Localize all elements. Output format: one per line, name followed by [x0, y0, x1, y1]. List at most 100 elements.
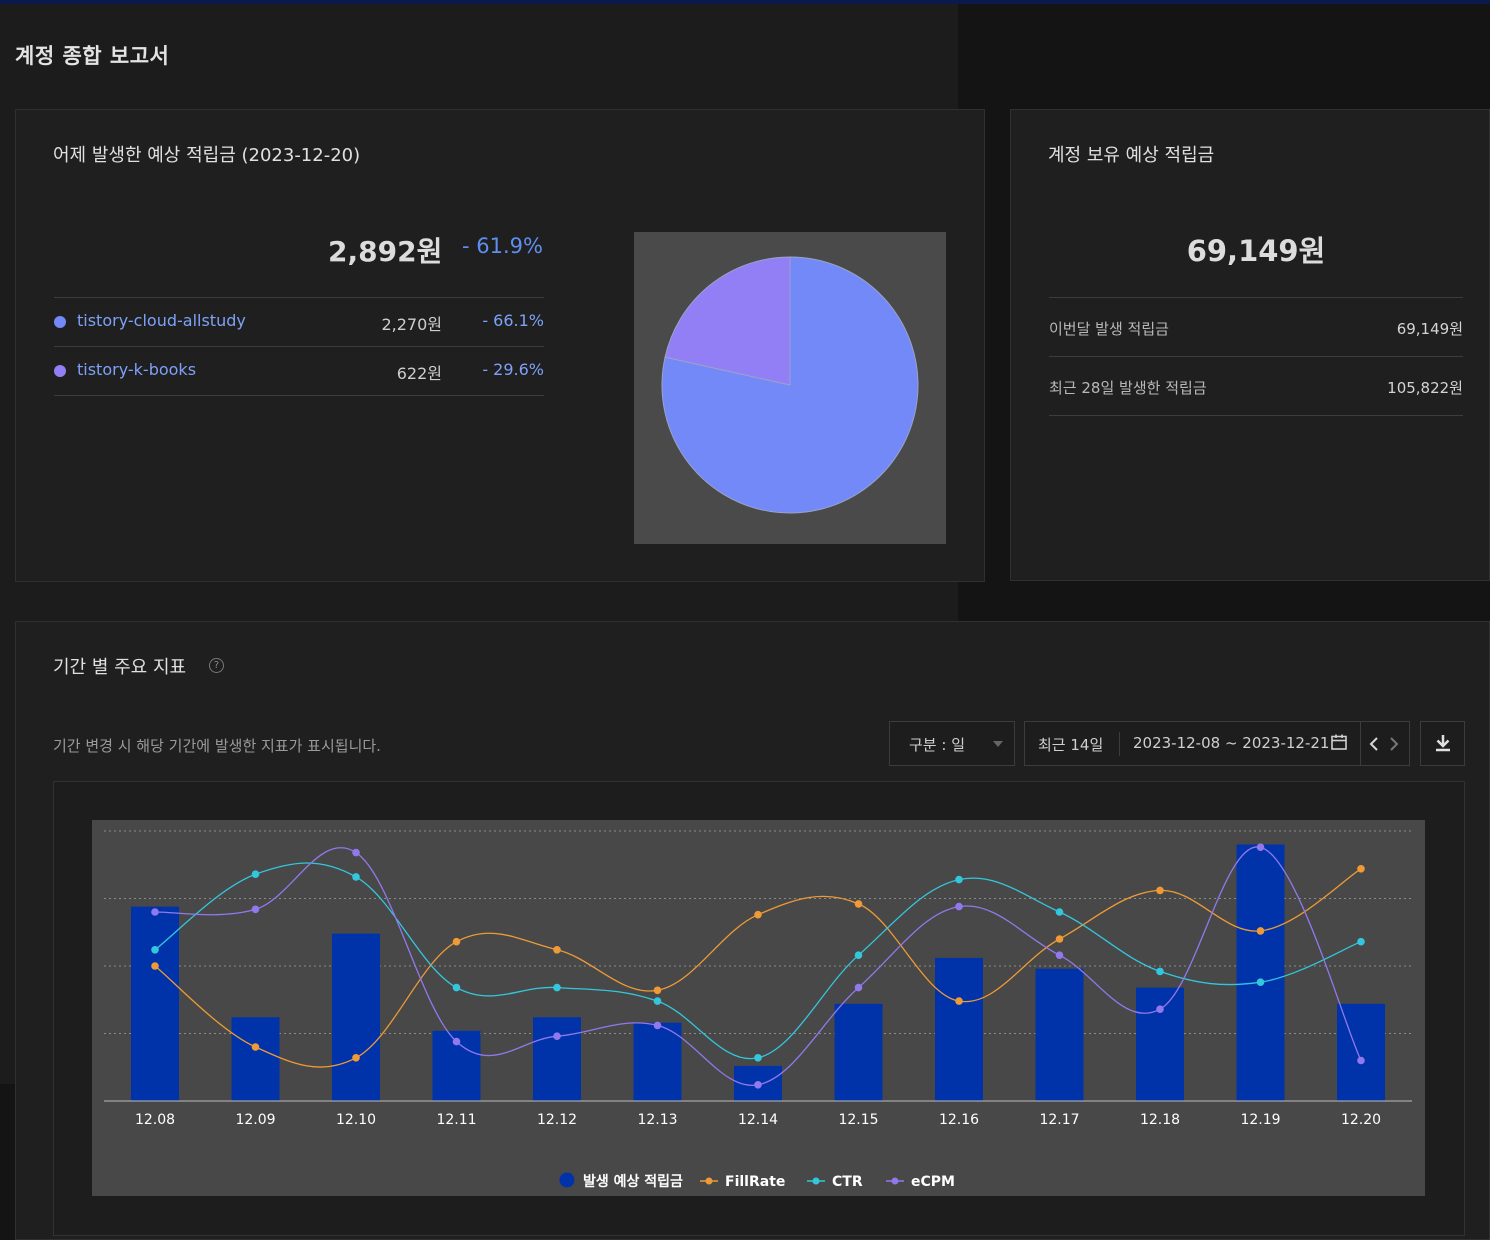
- legend-swatch: [559, 1172, 575, 1188]
- point-fillrate[interactable]: [754, 910, 762, 919]
- point-ecpm[interactable]: [553, 1032, 561, 1040]
- point-fillrate[interactable]: [352, 1054, 360, 1062]
- point-ctr[interactable]: [553, 983, 561, 992]
- x-tick-label: 12.10: [336, 1112, 376, 1128]
- yesterday-change: - 61.9%: [462, 234, 543, 258]
- bar-earnings[interactable]: [1337, 1003, 1385, 1101]
- bar-earnings[interactable]: [1035, 968, 1084, 1101]
- point-fillrate[interactable]: [251, 1043, 260, 1051]
- metrics-chart: 12.08 12.09 12.10 12.11 12.12 12.13 12.14 12.15…: [92, 820, 1425, 1196]
- balance-row-value: 105,822원: [1387, 379, 1463, 397]
- chevron-left-icon[interactable]: [1367, 736, 1381, 756]
- unit-select[interactable]: 구분 : 일: [889, 721, 1015, 766]
- x-tick-label: 12.18: [1140, 1112, 1180, 1128]
- x-tick-label: 12.20: [1341, 1112, 1381, 1128]
- point-ecpm[interactable]: [754, 1081, 762, 1089]
- legend-swatch: [812, 1177, 820, 1185]
- metrics-chart-svg: 12.08 12.09 12.10 12.11 12.12 12.13 12.14 12.15…: [104, 830, 1412, 1190]
- x-tick-label: 12.08: [135, 1112, 175, 1128]
- unit-select-value: 구분 : 일: [909, 736, 965, 754]
- date-range-text[interactable]: 2023-12-08 ~ 2023-12-21: [1133, 734, 1330, 752]
- x-tick-label: 12.16: [939, 1112, 979, 1128]
- point-ecpm[interactable]: [452, 1037, 461, 1046]
- point-ecpm[interactable]: [251, 905, 260, 914]
- pie-slice[interactable]: [661, 256, 919, 514]
- point-fillrate[interactable]: [452, 937, 461, 946]
- point-fillrate[interactable]: [1256, 927, 1265, 935]
- site-share-pie-chart: [634, 232, 946, 544]
- point-ctr[interactable]: [955, 875, 963, 884]
- point-ctr[interactable]: [251, 870, 260, 878]
- legend-label[interactable]: 발생 예상 적립금: [583, 1173, 683, 1190]
- point-ecpm[interactable]: [1055, 951, 1064, 959]
- chevron-down-icon: [993, 741, 1003, 747]
- point-fillrate[interactable]: [854, 900, 863, 908]
- point-fillrate[interactable]: [955, 997, 963, 1005]
- metrics-card-title: 기간 별 주요 지표: [53, 657, 187, 678]
- site-row[interactable]: tistory-k-books 622원 - 29.6%: [54, 359, 544, 383]
- bar-earnings[interactable]: [834, 1003, 883, 1101]
- site-color-dot: [54, 316, 66, 328]
- point-ctr[interactable]: [1055, 908, 1064, 916]
- point-ctr[interactable]: [1256, 978, 1265, 986]
- bar-earnings[interactable]: [231, 1017, 280, 1101]
- balance-card-title: 계정 보유 예상 적립금: [1048, 145, 1215, 166]
- point-ctr[interactable]: [1357, 937, 1365, 946]
- chevron-right-icon[interactable]: [1387, 736, 1401, 756]
- x-tick-label: 12.12: [537, 1112, 577, 1128]
- bar-earnings[interactable]: [935, 957, 983, 1101]
- point-ctr[interactable]: [754, 1054, 762, 1062]
- balance-row-value: 69,149원: [1396, 320, 1463, 338]
- date-range-picker[interactable]: 최근 14일 2023-12-08 ~ 2023-12-21: [1024, 721, 1410, 766]
- metrics-subtitle: 기간 변경 시 해당 기간에 발생한 지표가 표시됩니다.: [53, 737, 381, 755]
- download-button[interactable]: [1420, 721, 1465, 766]
- divider: [1049, 356, 1463, 357]
- point-ecpm[interactable]: [1256, 843, 1265, 851]
- bar-earnings[interactable]: [131, 906, 179, 1101]
- yesterday-earnings-card: 어제 발생한 예상 적립금 (2023-12-20) 2,892원 - 61.9…: [15, 109, 985, 582]
- point-ctr[interactable]: [352, 873, 360, 881]
- divider: [1049, 297, 1463, 298]
- divider: [1119, 732, 1120, 756]
- point-fillrate[interactable]: [1055, 935, 1064, 943]
- calendar-icon[interactable]: [1330, 733, 1348, 755]
- bar-earnings[interactable]: [1136, 987, 1184, 1101]
- point-ctr[interactable]: [653, 997, 662, 1005]
- point-ctr[interactable]: [151, 946, 159, 954]
- x-tick-label: 12.17: [1039, 1112, 1079, 1128]
- point-ecpm[interactable]: [1156, 1005, 1164, 1013]
- point-fillrate[interactable]: [553, 946, 561, 954]
- divider: [54, 346, 544, 347]
- point-ctr[interactable]: [854, 951, 863, 959]
- bar-earnings[interactable]: [533, 1017, 581, 1101]
- point-ecpm[interactable]: [352, 848, 360, 857]
- bar-earnings[interactable]: [1236, 844, 1285, 1102]
- legend-label[interactable]: CTR: [832, 1174, 863, 1190]
- point-fillrate[interactable]: [151, 962, 159, 970]
- bar-earnings[interactable]: [332, 933, 380, 1101]
- legend-label[interactable]: eCPM: [911, 1174, 955, 1190]
- point-ecpm[interactable]: [151, 908, 159, 916]
- point-ecpm[interactable]: [1357, 1056, 1365, 1065]
- site-name[interactable]: tistory-cloud-allstudy: [77, 311, 246, 330]
- x-tick-label: 12.13: [637, 1112, 677, 1128]
- metrics-chart-container: 12.08 12.09 12.10 12.11 12.12 12.13 12.14 12.15…: [53, 781, 1465, 1236]
- pie-slice[interactable]: [664, 256, 791, 386]
- point-ecpm[interactable]: [955, 902, 963, 911]
- site-change: - 29.6%: [482, 360, 544, 379]
- point-ecpm[interactable]: [653, 1021, 662, 1030]
- point-fillrate[interactable]: [653, 986, 662, 995]
- period-preset-label[interactable]: 최근 14일: [1038, 736, 1104, 754]
- divider: [54, 297, 544, 298]
- point-fillrate[interactable]: [1357, 865, 1365, 873]
- point-ctr[interactable]: [452, 983, 461, 992]
- site-name[interactable]: tistory-k-books: [77, 360, 197, 379]
- site-row[interactable]: tistory-cloud-allstudy 2,270원 - 66.1%: [54, 310, 544, 334]
- bar-earnings[interactable]: [633, 1022, 682, 1101]
- point-ctr[interactable]: [1156, 967, 1164, 976]
- divider: [1049, 415, 1463, 416]
- question-circle-icon[interactable]: ?: [209, 658, 224, 673]
- point-ecpm[interactable]: [854, 983, 863, 992]
- point-fillrate[interactable]: [1156, 886, 1164, 895]
- legend-label[interactable]: FillRate: [725, 1174, 785, 1190]
